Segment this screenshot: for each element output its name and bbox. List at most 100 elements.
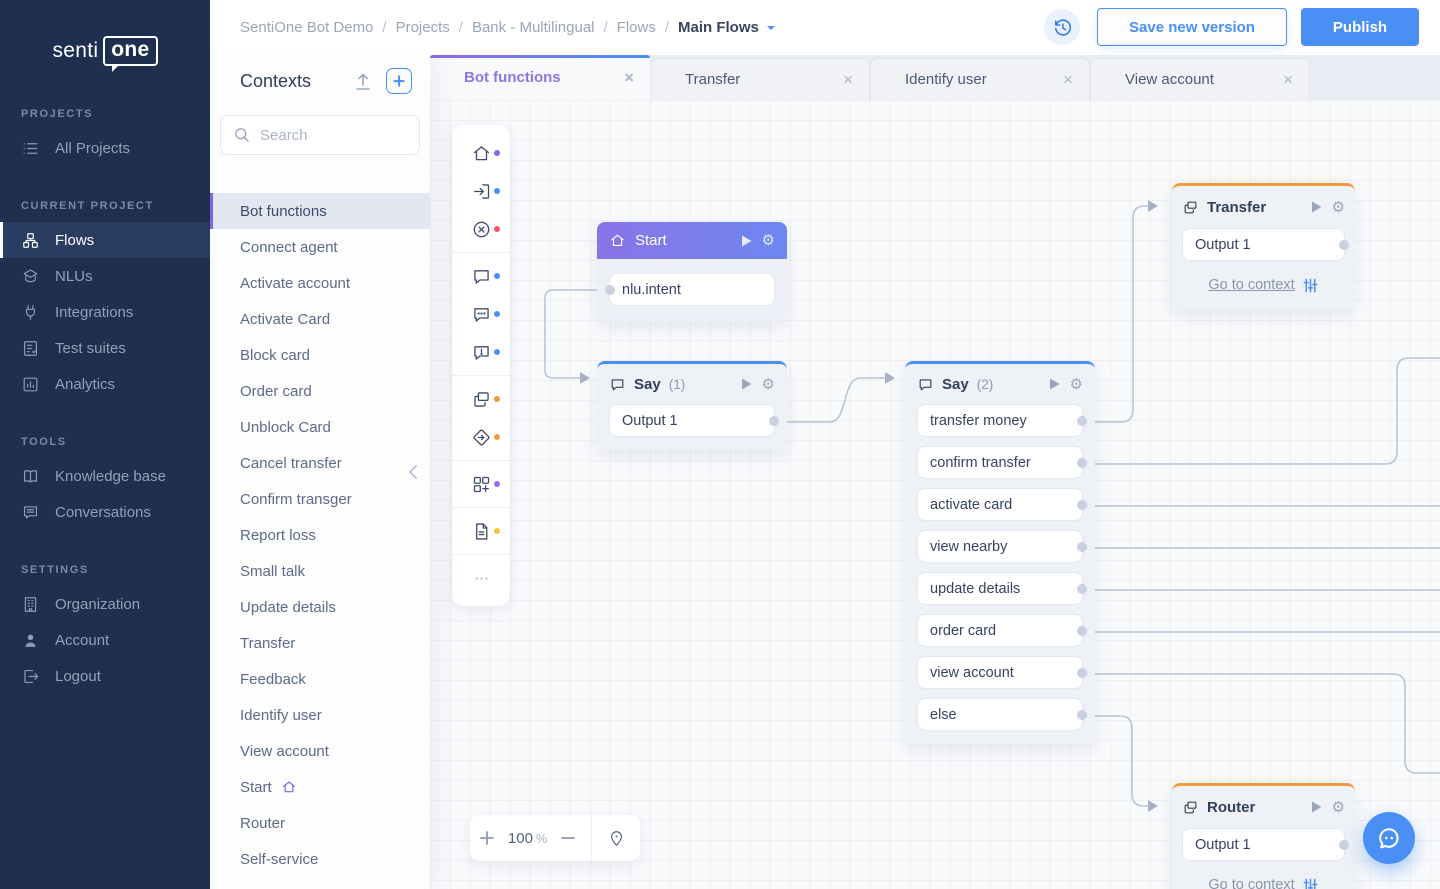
- gear-icon[interactable]: ⚙: [1331, 797, 1345, 816]
- context-item-router[interactable]: Router: [210, 805, 430, 841]
- palette-decision-node[interactable]: [452, 418, 510, 456]
- sidebar-item-flows[interactable]: Flows: [0, 222, 210, 258]
- port-handle[interactable]: [1077, 709, 1087, 720]
- play-icon[interactable]: [1049, 378, 1060, 390]
- output-pill[interactable]: nlu.intent: [605, 273, 775, 306]
- chevron-down-icon[interactable]: [766, 25, 775, 34]
- play-icon[interactable]: [1311, 801, 1322, 813]
- play-icon[interactable]: [741, 378, 752, 390]
- sidebar-item-nlus[interactable]: NLUs: [0, 258, 210, 294]
- context-item-activate-card[interactable]: Activate Card: [210, 301, 430, 337]
- context-item-cancel-transfer[interactable]: Cancel transfer: [210, 445, 430, 481]
- sidebar-item-conversations[interactable]: Conversations: [0, 494, 210, 530]
- port-handle[interactable]: [769, 415, 779, 426]
- gear-icon[interactable]: ⚙: [761, 231, 775, 249]
- palette-end-node[interactable]: [452, 210, 510, 248]
- sidebar-item-account[interactable]: Account: [0, 622, 210, 658]
- version-history-button[interactable]: [1044, 9, 1080, 45]
- output-pill[interactable]: confirm transfer: [917, 446, 1087, 479]
- palette-start-node[interactable]: [452, 134, 510, 172]
- tab-bot-functions[interactable]: Bot functions ×: [430, 55, 650, 100]
- tab-transfer[interactable]: Transfer ×: [650, 58, 870, 100]
- context-item-block-card[interactable]: Block card: [210, 337, 430, 373]
- add-context-button[interactable]: [386, 68, 412, 94]
- sidebar-item-all-projects[interactable]: All Projects: [0, 130, 210, 166]
- gear-icon[interactable]: ⚙: [1069, 374, 1083, 393]
- output-pill[interactable]: else: [917, 698, 1087, 731]
- breadcrumb-current[interactable]: Main Flows: [678, 19, 759, 36]
- output-pill[interactable]: order card: [917, 614, 1087, 647]
- context-item-order-card[interactable]: Order card: [210, 373, 430, 409]
- port-handle[interactable]: [1077, 583, 1087, 594]
- palette-notify-node[interactable]: [452, 333, 510, 371]
- go-to-context-link[interactable]: Go to context: [1172, 261, 1355, 309]
- context-item-activate-account[interactable]: Activate account: [210, 265, 430, 301]
- output-pill[interactable]: view nearby: [917, 530, 1087, 563]
- collapse-panel-icon[interactable]: [408, 464, 420, 480]
- sidebar-item-knowledge-base[interactable]: Knowledge base: [0, 458, 210, 494]
- palette-context-node[interactable]: [452, 380, 510, 418]
- port-handle[interactable]: [1077, 457, 1087, 468]
- save-new-version-button[interactable]: Save new version: [1097, 8, 1287, 46]
- breadcrumb-item[interactable]: Projects: [396, 19, 472, 36]
- palette-ask-node[interactable]: [452, 295, 510, 333]
- palette-say-node[interactable]: [452, 257, 510, 295]
- port-handle[interactable]: [1077, 541, 1087, 552]
- port-handle[interactable]: [1077, 625, 1087, 636]
- gear-icon[interactable]: ⚙: [761, 374, 775, 393]
- node-router[interactable]: Router ⚙ Output 1 Go to context: [1172, 783, 1355, 889]
- zoom-out-button[interactable]: [551, 831, 585, 845]
- context-item-report-loss[interactable]: Report loss: [210, 517, 430, 553]
- tab-view-account[interactable]: View account ×: [1090, 58, 1310, 100]
- palette-entry-node[interactable]: [452, 172, 510, 210]
- node-say-1[interactable]: Say (1) ⚙ Output 1: [597, 361, 787, 450]
- locate-pin-icon[interactable]: [592, 829, 640, 848]
- tab-identify-user[interactable]: Identify user ×: [870, 58, 1090, 100]
- port-handle[interactable]: [1339, 239, 1349, 250]
- port-handle[interactable]: [605, 284, 615, 295]
- palette-integration-node[interactable]: [452, 465, 510, 503]
- sidebar-item-integrations[interactable]: Integrations: [0, 294, 210, 330]
- context-item-feedback[interactable]: Feedback: [210, 661, 430, 697]
- breadcrumb-item[interactable]: SentiOne Bot Demo: [240, 19, 396, 36]
- node-header[interactable]: Say (1) ⚙: [597, 364, 787, 404]
- context-item-unblock-card[interactable]: Unblock Card: [210, 409, 430, 445]
- context-item-identify-user[interactable]: Identify user: [210, 697, 430, 733]
- sidebar-item-analytics[interactable]: Analytics: [0, 366, 210, 402]
- search-input[interactable]: [260, 126, 407, 144]
- output-pill[interactable]: Output 1: [609, 404, 779, 437]
- port-handle[interactable]: [1077, 415, 1087, 426]
- node-header[interactable]: Say (2) ⚙: [905, 364, 1095, 404]
- palette-more-button[interactable]: [452, 559, 510, 597]
- node-header[interactable]: Transfer ⚙: [1172, 186, 1355, 228]
- context-item-confirm-transger[interactable]: Confirm transger: [210, 481, 430, 517]
- node-start[interactable]: Start ⚙ nlu.intent: [597, 222, 787, 321]
- output-pill[interactable]: Output 1: [1182, 828, 1349, 861]
- output-pill[interactable]: Output 1: [1182, 228, 1349, 261]
- close-icon[interactable]: ×: [1283, 70, 1293, 89]
- sidebar-item-test-suites[interactable]: Test suites: [0, 330, 210, 366]
- context-item-view-account[interactable]: View account: [210, 733, 430, 769]
- palette-note-node[interactable]: [452, 512, 510, 550]
- port-handle[interactable]: [1077, 667, 1087, 678]
- go-to-context-link[interactable]: Go to context: [1172, 861, 1355, 889]
- gear-icon[interactable]: ⚙: [1331, 197, 1345, 216]
- context-item-start[interactable]: Start: [210, 769, 430, 805]
- context-item-self-service[interactable]: Self-service: [210, 841, 430, 877]
- breadcrumb-item[interactable]: Flows: [617, 19, 678, 36]
- node-transfer[interactable]: Transfer ⚙ Output 1 Go to context: [1172, 183, 1355, 309]
- sidebar-item-organization[interactable]: Organization: [0, 586, 210, 622]
- chat-widget-button[interactable]: [1363, 812, 1415, 864]
- output-pill[interactable]: transfer money: [917, 404, 1087, 437]
- context-item-connect-agent[interactable]: Connect agent: [210, 229, 430, 265]
- close-icon[interactable]: ×: [843, 70, 853, 89]
- output-pill[interactable]: update details: [917, 572, 1087, 605]
- play-icon[interactable]: [741, 235, 752, 247]
- context-item-small-talk[interactable]: Small talk: [210, 553, 430, 589]
- breadcrumb-item[interactable]: Bank - Multilingual: [472, 19, 617, 36]
- zoom-in-button[interactable]: [470, 831, 504, 845]
- node-header[interactable]: Router ⚙: [1172, 786, 1355, 828]
- context-item-bot-functions[interactable]: Bot functions: [210, 193, 430, 229]
- close-icon[interactable]: ×: [1063, 70, 1073, 89]
- flow-canvas[interactable]: Start ⚙ nlu.intent Say (1) ⚙ Outp: [430, 100, 1440, 889]
